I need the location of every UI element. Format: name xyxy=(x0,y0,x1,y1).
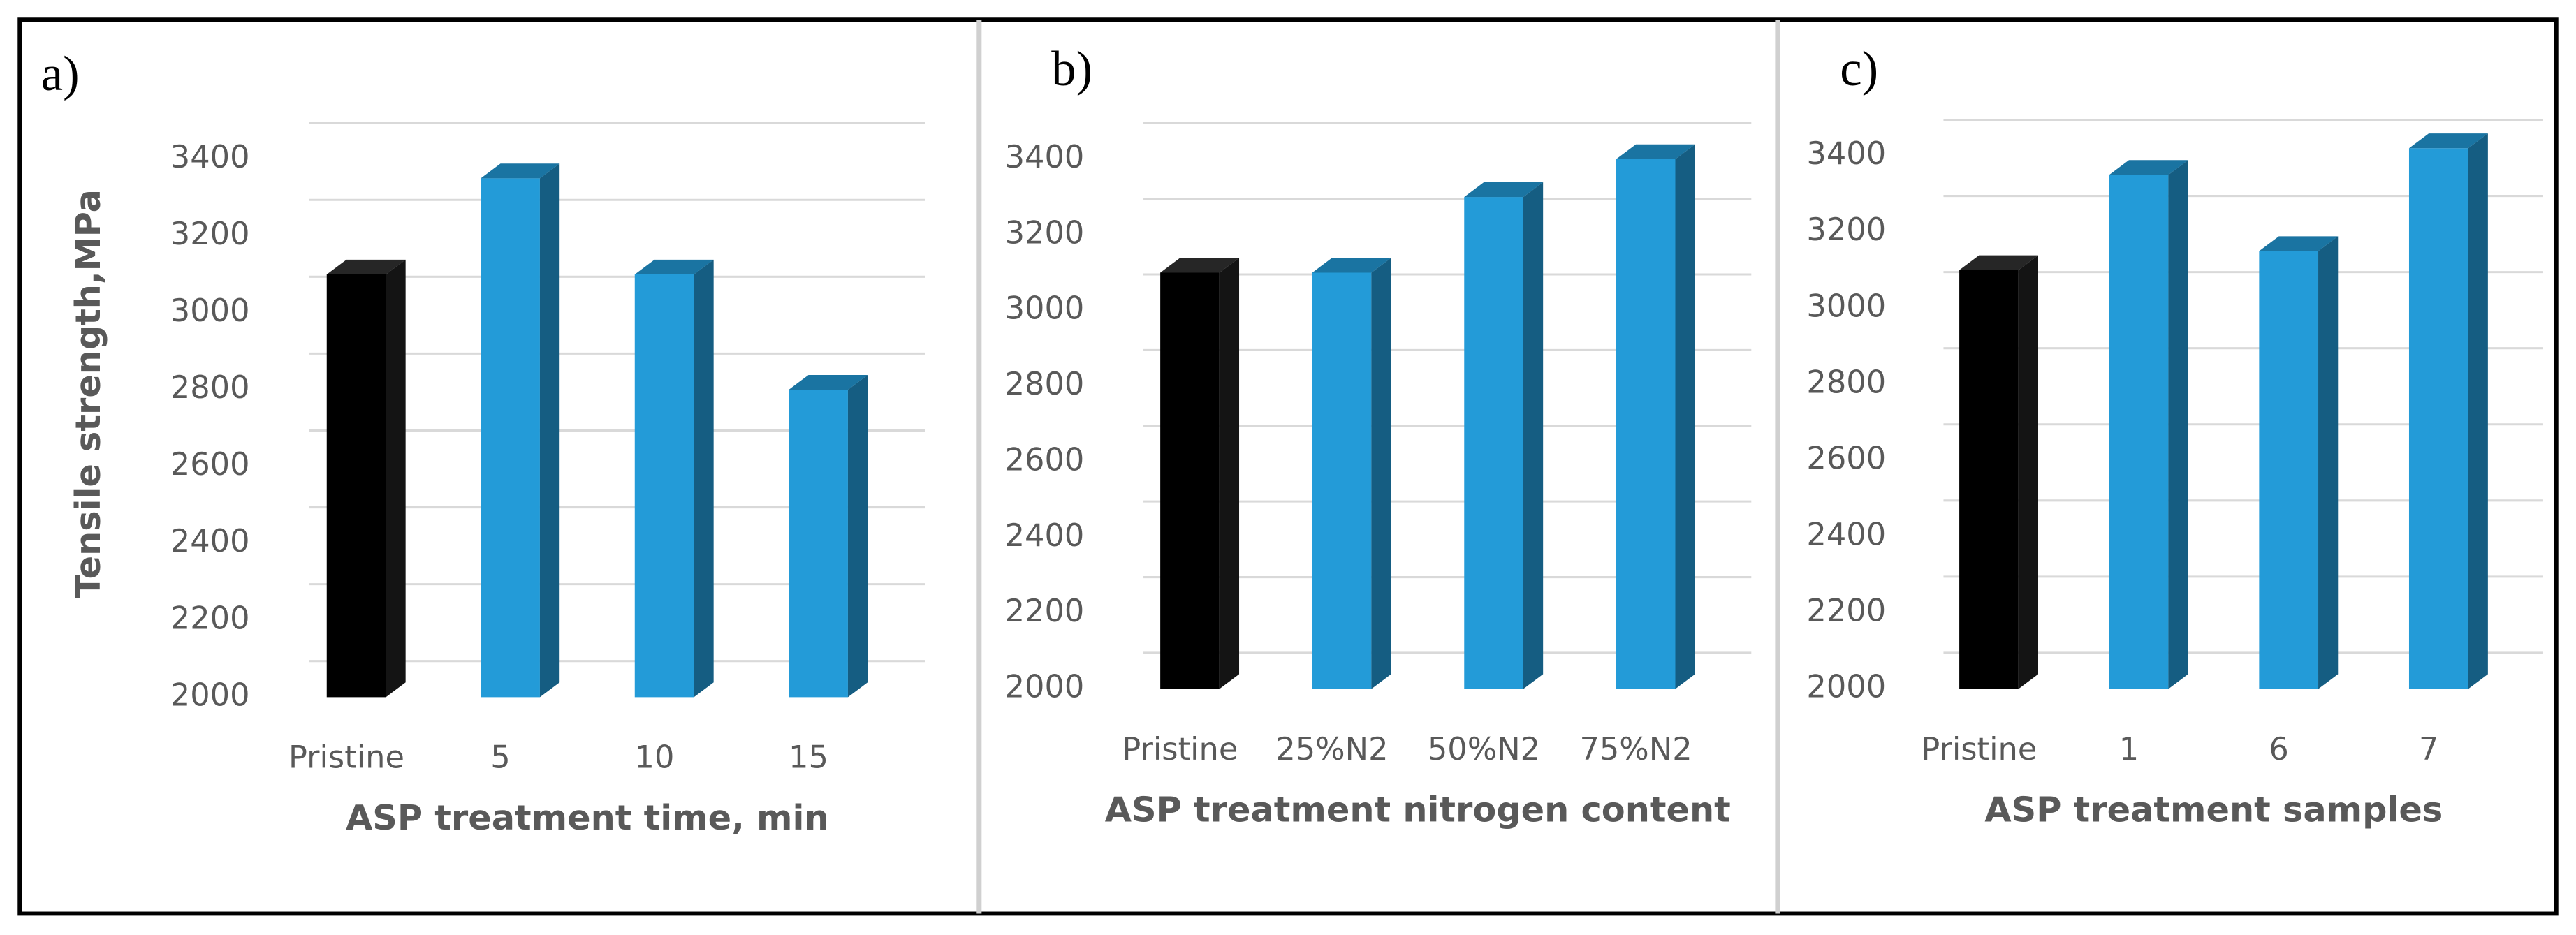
y-tick-label: 3000 xyxy=(1806,288,1886,324)
bar-side xyxy=(847,374,868,698)
x-tick-label: 7 xyxy=(2419,731,2438,767)
y-tick-label: 2200 xyxy=(1806,593,1886,629)
bar xyxy=(326,274,386,698)
bar-top xyxy=(2408,133,2488,149)
x-tick-label: 15 xyxy=(789,739,828,776)
y-tick-label: 2400 xyxy=(1005,517,1085,554)
bar-side xyxy=(1675,144,1695,689)
bar-side xyxy=(539,163,560,698)
bar-side xyxy=(694,259,714,698)
y-tick-label: 3200 xyxy=(170,216,250,252)
x-tick-label: 10 xyxy=(635,739,675,776)
bar-top xyxy=(634,259,714,274)
bar-top xyxy=(2109,160,2188,175)
bar-side xyxy=(1523,182,1544,689)
y-tick-label: 2400 xyxy=(170,523,250,559)
bar xyxy=(2109,175,2169,689)
y-tick-label: 2400 xyxy=(1806,517,1886,553)
bar-top xyxy=(789,374,868,390)
bar xyxy=(1959,270,2019,689)
panel-label: b) xyxy=(1051,42,1092,96)
y-tick-label: 3000 xyxy=(170,293,250,329)
bar-side xyxy=(1219,258,1240,689)
bar-top xyxy=(2259,236,2339,251)
y-tick-label: 2200 xyxy=(170,600,250,636)
bar xyxy=(789,390,848,698)
bar-side xyxy=(1371,258,1391,689)
bar-top xyxy=(326,259,406,274)
bar-top xyxy=(1160,258,1240,273)
y-axis-title: Tensile strength,MPa xyxy=(68,189,108,598)
bar-top xyxy=(1312,258,1391,273)
bar xyxy=(1160,272,1220,689)
x-tick-label: 50%N2 xyxy=(1428,731,1540,767)
y-tick-label: 2000 xyxy=(1005,669,1085,705)
bar xyxy=(2408,148,2468,689)
x-tick-label: 6 xyxy=(2269,731,2288,767)
y-tick-label: 2800 xyxy=(1806,364,1886,400)
bar-side xyxy=(386,259,406,698)
bar-side xyxy=(2018,255,2039,689)
x-axis-title: ASP treatment nitrogen content xyxy=(1105,789,1731,830)
outer-border xyxy=(17,17,2559,916)
y-tick-label: 3400 xyxy=(1806,135,1886,172)
y-tick-label: 3400 xyxy=(170,139,250,175)
y-tick-label: 3400 xyxy=(1005,139,1085,175)
x-tick-label: Pristine xyxy=(1122,731,1238,767)
y-tick-label: 2000 xyxy=(170,677,250,713)
x-tick-label: 25%N2 xyxy=(1275,731,1388,767)
bar-top xyxy=(481,163,560,179)
bar-top xyxy=(1464,182,1544,198)
x-tick-label: 5 xyxy=(490,739,510,776)
x-tick-label: Pristine xyxy=(1921,731,2037,767)
bar xyxy=(634,274,694,698)
y-tick-label: 3200 xyxy=(1005,214,1085,251)
x-tick-label: 75%N2 xyxy=(1579,731,1692,767)
bar-side xyxy=(2318,236,2339,689)
panel-label: a) xyxy=(41,47,80,101)
x-axis-title: ASP treatment samples xyxy=(1984,789,2443,830)
y-tick-label: 2200 xyxy=(1005,593,1085,629)
panel-label: c) xyxy=(1840,42,1878,96)
bar xyxy=(1616,159,1676,689)
bar-top xyxy=(1616,144,1695,159)
y-tick-label: 2600 xyxy=(170,446,250,483)
x-tick-label: 1 xyxy=(2119,731,2139,767)
y-tick-label: 3000 xyxy=(1005,290,1085,327)
y-tick-label: 2000 xyxy=(1806,669,1886,705)
y-tick-label: 2800 xyxy=(1005,366,1085,402)
y-tick-label: 2600 xyxy=(1005,441,1085,478)
y-tick-label: 3200 xyxy=(1806,212,1886,248)
bar xyxy=(1312,272,1372,689)
x-axis-title: ASP treatment time, min xyxy=(346,797,829,838)
bar xyxy=(2259,251,2319,689)
bar-side xyxy=(2168,160,2188,689)
bar xyxy=(1464,197,1523,689)
x-tick-label: Pristine xyxy=(288,739,404,776)
bar xyxy=(481,178,540,698)
y-tick-label: 2600 xyxy=(1806,440,1886,476)
bar-top xyxy=(1959,255,2039,270)
bar-side xyxy=(2468,133,2488,689)
y-tick-label: 2800 xyxy=(170,369,250,406)
